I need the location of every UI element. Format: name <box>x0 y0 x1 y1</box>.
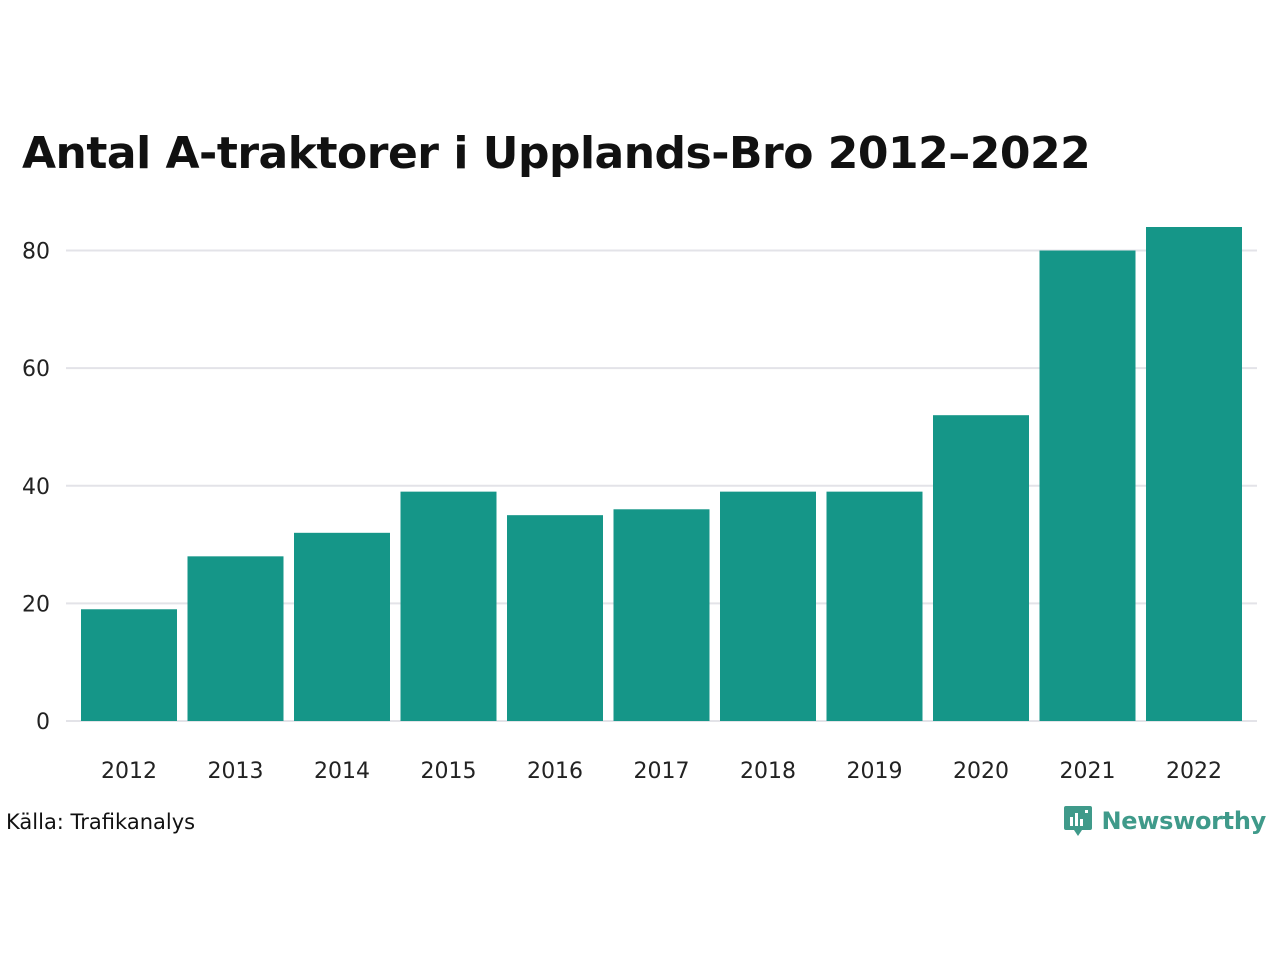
bar-2012 <box>81 609 177 721</box>
bar-2016 <box>507 515 603 721</box>
brand-name: Newsworthy <box>1101 807 1266 835</box>
bar-2021 <box>1039 250 1136 721</box>
newsworthy-logo-icon <box>1064 806 1093 836</box>
x-tick-label: 2013 <box>208 759 264 784</box>
x-tick-label: 2018 <box>740 759 796 784</box>
x-tick-label: 2014 <box>314 759 370 784</box>
y-tick-label: 60 <box>22 357 50 382</box>
x-axis-labels: 2012 2013 2014 2015 2016 2017 2018 2019 2020 2021… <box>101 759 1222 784</box>
x-tick-label: 2021 <box>1060 759 1116 784</box>
y-tick-label: 20 <box>22 592 50 617</box>
bar-2017 <box>613 509 710 721</box>
x-tick-label: 2012 <box>101 759 157 784</box>
y-tick-label: 0 <box>36 710 50 735</box>
bar-2013 <box>187 556 284 721</box>
y-tick-label: 80 <box>22 240 50 265</box>
x-tick-label: 2015 <box>421 759 477 784</box>
x-tick-label: 2017 <box>634 759 690 784</box>
bar-2020 <box>933 415 1029 721</box>
y-tick-label: 40 <box>22 475 50 500</box>
y-axis-labels: 0 20 40 60 80 <box>22 240 50 735</box>
x-tick-label: 2020 <box>953 759 1009 784</box>
bar-2015 <box>400 491 497 721</box>
x-tick-label: 2019 <box>847 759 903 784</box>
x-tick-label: 2022 <box>1166 759 1222 784</box>
bar-2018 <box>720 491 816 721</box>
source-note: Källa: Trafikanalys <box>6 810 196 834</box>
bar-2014 <box>294 532 390 721</box>
bar-2022 <box>1146 227 1242 721</box>
bars <box>81 227 1242 721</box>
x-tick-label: 2016 <box>527 759 583 784</box>
bar-2019 <box>826 491 923 721</box>
chart-title: Antal A-traktorer i Upplands-Bro 2012–20… <box>22 128 1091 179</box>
brand-logo: Newsworthy <box>1063 804 1266 838</box>
